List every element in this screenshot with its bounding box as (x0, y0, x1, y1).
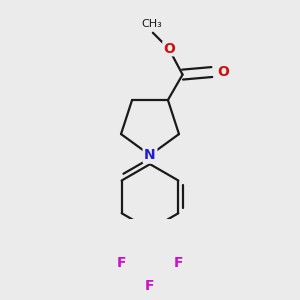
Text: O: O (163, 42, 175, 56)
Text: CH₃: CH₃ (141, 19, 162, 29)
Text: N: N (144, 148, 156, 162)
Text: O: O (218, 65, 229, 79)
Text: F: F (145, 279, 155, 293)
Text: F: F (116, 256, 126, 271)
Text: F: F (174, 256, 184, 271)
